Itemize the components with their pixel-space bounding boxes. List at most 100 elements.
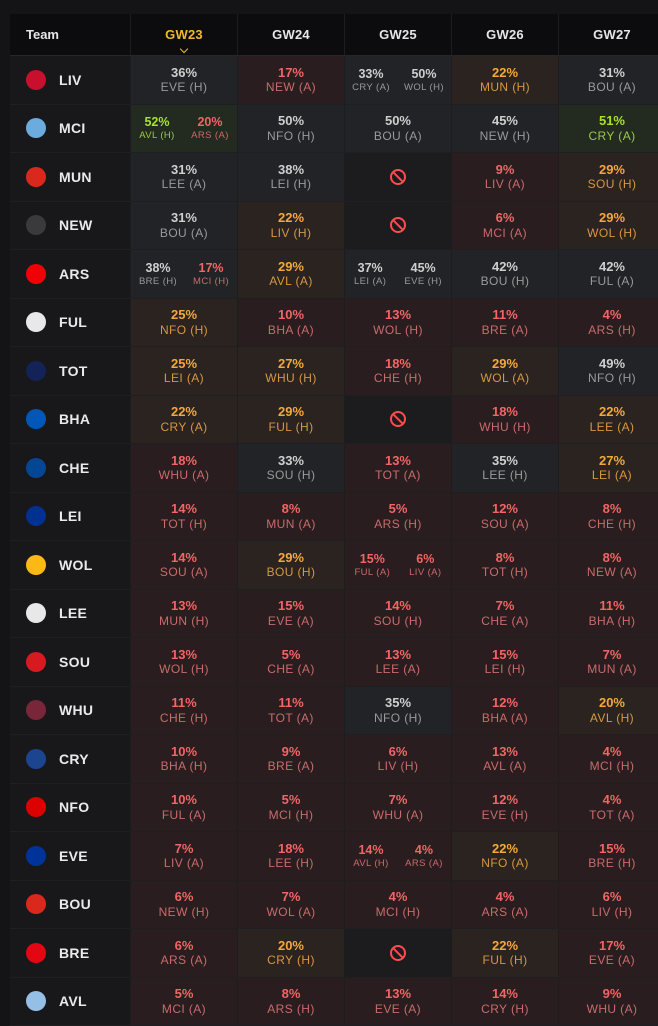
- fixture-cell[interactable]: 11%TOT (A): [237, 687, 344, 735]
- fixture-cell[interactable]: 14%CRY (H): [451, 978, 558, 1026]
- fixture-cell[interactable]: 9%BRE (A): [237, 735, 344, 783]
- fixture-cell[interactable]: 15%BRE (H): [558, 832, 658, 880]
- fixture-cell[interactable]: 52%AVL (H)20%ARS (A): [130, 105, 237, 153]
- fixture-cell[interactable]: 5%CHE (A): [237, 638, 344, 686]
- fixture-cell[interactable]: 22%LIV (H): [237, 202, 344, 250]
- team-cell[interactable]: LEI: [10, 493, 130, 541]
- fixture-cell[interactable]: 14%TOT (H): [130, 493, 237, 541]
- fixture-cell[interactable]: [344, 929, 451, 977]
- fixture-cell[interactable]: 31%LEE (A): [130, 153, 237, 201]
- fixture-cell[interactable]: 29%BOU (H): [237, 541, 344, 589]
- fixture-cell[interactable]: 20%CRY (H): [237, 929, 344, 977]
- fixture-cell[interactable]: 11%CHE (H): [130, 687, 237, 735]
- fixture-cell[interactable]: 45%NEW (H): [451, 105, 558, 153]
- team-cell[interactable]: BOU: [10, 881, 130, 929]
- fixture-cell[interactable]: 20%AVL (H): [558, 687, 658, 735]
- fixture-cell[interactable]: 13%AVL (A): [451, 735, 558, 783]
- fixture-cell[interactable]: 31%BOU (A): [558, 56, 658, 104]
- fixture-cell[interactable]: 25%LEI (A): [130, 347, 237, 395]
- fixture-cell[interactable]: 42%BOU (H): [451, 250, 558, 298]
- team-cell[interactable]: BRE: [10, 929, 130, 977]
- team-cell[interactable]: CRY: [10, 735, 130, 783]
- fixture-cell[interactable]: 10%BHA (H): [130, 735, 237, 783]
- fixture-cell[interactable]: 18%WHU (A): [130, 444, 237, 492]
- fixture-cell[interactable]: 50%BOU (A): [344, 105, 451, 153]
- fixture-cell[interactable]: 29%WOL (H): [558, 202, 658, 250]
- fixture-cell[interactable]: 6%LIV (H): [344, 735, 451, 783]
- fixture-cell[interactable]: 29%AVL (A): [237, 250, 344, 298]
- fixture-cell[interactable]: 8%CHE (H): [558, 493, 658, 541]
- fixture-cell[interactable]: [344, 202, 451, 250]
- fixture-cell[interactable]: 7%WOL (A): [237, 881, 344, 929]
- fixture-cell[interactable]: 11%BRE (A): [451, 299, 558, 347]
- fixture-cell[interactable]: 13%LEE (A): [344, 638, 451, 686]
- fixture-cell[interactable]: 18%WHU (H): [451, 396, 558, 444]
- fixture-cell[interactable]: 13%EVE (A): [344, 978, 451, 1026]
- fixture-cell[interactable]: 9%LIV (A): [451, 153, 558, 201]
- fixture-cell[interactable]: 15%EVE (A): [237, 590, 344, 638]
- fixture-cell[interactable]: 17%NEW (A): [237, 56, 344, 104]
- gw-column-header[interactable]: GW24: [237, 14, 344, 55]
- fixture-cell[interactable]: 11%BHA (H): [558, 590, 658, 638]
- fixture-cell[interactable]: 7%MUN (A): [558, 638, 658, 686]
- fixture-cell[interactable]: 35%NFO (H): [344, 687, 451, 735]
- fixture-cell[interactable]: 13%MUN (H): [130, 590, 237, 638]
- fixture-cell[interactable]: 14%SOU (A): [130, 541, 237, 589]
- fixture-cell[interactable]: 6%NEW (H): [130, 881, 237, 929]
- gw-column-header[interactable]: GW27: [558, 14, 658, 55]
- team-cell[interactable]: SOU: [10, 638, 130, 686]
- fixture-cell[interactable]: 4%MCI (H): [344, 881, 451, 929]
- gw-column-header[interactable]: GW25: [344, 14, 451, 55]
- fixture-cell[interactable]: 10%FUL (A): [130, 784, 237, 832]
- fixture-cell[interactable]: 22%LEE (A): [558, 396, 658, 444]
- fixture-cell[interactable]: 14%AVL (H)4%ARS (A): [344, 832, 451, 880]
- fixture-cell[interactable]: 13%WOL (H): [344, 299, 451, 347]
- fixture-cell[interactable]: 15%LEI (H): [451, 638, 558, 686]
- team-cell[interactable]: MCI: [10, 105, 130, 153]
- fixture-cell[interactable]: 9%WHU (A): [558, 978, 658, 1026]
- gw-column-header[interactable]: GW23: [130, 14, 237, 55]
- fixture-cell[interactable]: 33%SOU (H): [237, 444, 344, 492]
- fixture-cell[interactable]: 5%MCI (A): [130, 978, 237, 1026]
- fixture-cell[interactable]: 6%ARS (A): [130, 929, 237, 977]
- fixture-cell[interactable]: 18%CHE (H): [344, 347, 451, 395]
- fixture-cell[interactable]: 38%BRE (H)17%MCI (H): [130, 250, 237, 298]
- team-cell[interactable]: LEE: [10, 590, 130, 638]
- fixture-cell[interactable]: 4%ARS (H): [558, 299, 658, 347]
- fixture-cell[interactable]: 4%MCI (H): [558, 735, 658, 783]
- fixture-cell[interactable]: 22%FUL (H): [451, 929, 558, 977]
- fixture-cell[interactable]: [344, 396, 451, 444]
- fixture-cell[interactable]: 38%LEI (H): [237, 153, 344, 201]
- fixture-cell[interactable]: 15%FUL (A)6%LIV (A): [344, 541, 451, 589]
- fixture-cell[interactable]: 51%CRY (A): [558, 105, 658, 153]
- fixture-cell[interactable]: 50%NFO (H): [237, 105, 344, 153]
- team-cell[interactable]: FUL: [10, 299, 130, 347]
- fixture-cell[interactable]: 5%MCI (H): [237, 784, 344, 832]
- fixture-cell[interactable]: 31%BOU (A): [130, 202, 237, 250]
- fixture-cell[interactable]: 4%ARS (A): [451, 881, 558, 929]
- fixture-cell[interactable]: 29%SOU (H): [558, 153, 658, 201]
- team-cell[interactable]: WOL: [10, 541, 130, 589]
- fixture-cell[interactable]: 17%EVE (A): [558, 929, 658, 977]
- fixture-cell[interactable]: 6%LIV (H): [558, 881, 658, 929]
- fixture-cell[interactable]: 25%NFO (H): [130, 299, 237, 347]
- team-cell[interactable]: WHU: [10, 687, 130, 735]
- fixture-cell[interactable]: 6%MCI (A): [451, 202, 558, 250]
- team-cell[interactable]: ARS: [10, 250, 130, 298]
- fixture-cell[interactable]: 36%EVE (H): [130, 56, 237, 104]
- fixture-cell[interactable]: 29%FUL (H): [237, 396, 344, 444]
- fixture-cell[interactable]: 13%TOT (A): [344, 444, 451, 492]
- fixture-cell[interactable]: 13%WOL (H): [130, 638, 237, 686]
- fixture-cell[interactable]: 42%FUL (A): [558, 250, 658, 298]
- fixture-cell[interactable]: 10%BHA (A): [237, 299, 344, 347]
- team-cell[interactable]: CHE: [10, 444, 130, 492]
- fixture-cell[interactable]: 8%MUN (A): [237, 493, 344, 541]
- fixture-cell[interactable]: 4%TOT (A): [558, 784, 658, 832]
- fixture-cell[interactable]: 35%LEE (H): [451, 444, 558, 492]
- fixture-cell[interactable]: 14%SOU (H): [344, 590, 451, 638]
- fixture-cell[interactable]: 8%ARS (H): [237, 978, 344, 1026]
- fixture-cell[interactable]: 12%BHA (A): [451, 687, 558, 735]
- team-cell[interactable]: TOT: [10, 347, 130, 395]
- fixture-cell[interactable]: 29%WOL (A): [451, 347, 558, 395]
- team-cell[interactable]: MUN: [10, 153, 130, 201]
